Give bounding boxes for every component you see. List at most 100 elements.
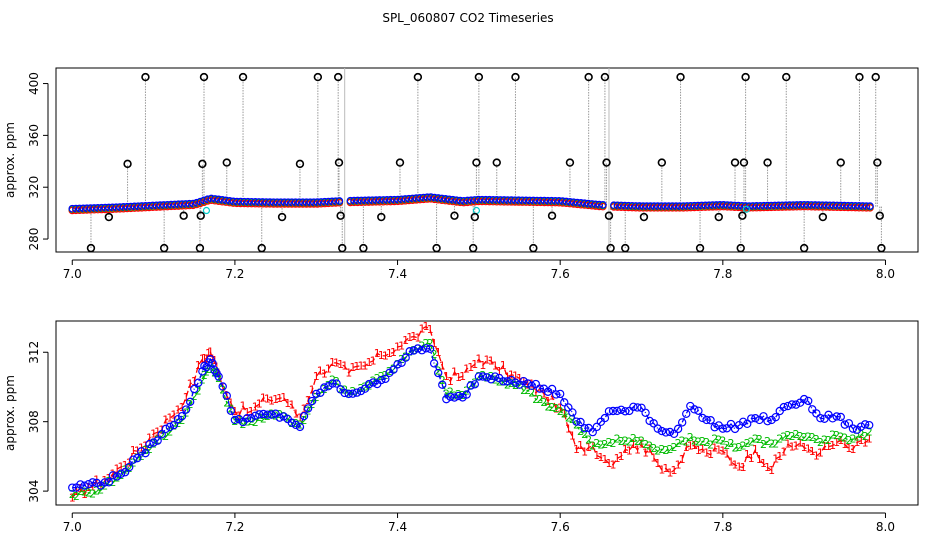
series-1-point: 1 [390, 346, 397, 359]
outlier-point [474, 72, 484, 82]
series-2-point: 2 [821, 434, 828, 447]
series-2-point: 2 [744, 437, 751, 450]
baseline-point-series3 [390, 195, 399, 204]
baseline-point-series3 [137, 202, 146, 210]
series-2-point: 2 [601, 438, 608, 451]
series-1-point: 1 [772, 452, 779, 465]
series-2-point: 2 [780, 430, 787, 443]
series-1-point: 1 [345, 367, 352, 380]
baseline-point-series3 [141, 201, 150, 210]
outlier-point [413, 72, 423, 82]
baseline-point-series3 [730, 201, 739, 210]
series-2-point: 2 [662, 444, 669, 457]
baseline-point-series3 [503, 196, 512, 204]
series-2-point: 2 [162, 430, 169, 443]
series-2-point: 2 [849, 433, 856, 446]
baseline-point-series3 [185, 199, 194, 208]
baseline-point-series3 [544, 196, 552, 205]
series-1-point: 1 [321, 367, 328, 380]
series-2-point: 2 [215, 372, 222, 385]
outlier-point [714, 212, 723, 222]
series-1-point: 1 [187, 377, 194, 390]
baseline-point-series3 [661, 202, 669, 210]
series-3-point [669, 429, 679, 439]
series-1-point: 1 [601, 453, 608, 466]
series-3-point [320, 383, 329, 392]
series-2-point: 2 [240, 418, 247, 431]
series-1-point: 1 [666, 467, 673, 480]
baseline-point-series3 [361, 196, 369, 205]
series-1-point: 1 [183, 391, 190, 404]
series-2-point: 2 [97, 484, 104, 497]
series-1-point: 1 [752, 443, 759, 456]
outlier-point [238, 72, 248, 82]
series-3-point [137, 447, 146, 456]
series-2-point: 2 [227, 402, 234, 415]
outlier-point [492, 158, 501, 167]
series-3-point [629, 402, 638, 412]
series-2-point: 2 [666, 443, 673, 456]
series-3-point [145, 439, 154, 449]
outlier-point [877, 243, 886, 253]
series-1-point: 1 [370, 354, 377, 367]
baseline-point-series3 [844, 201, 852, 210]
baseline-point-series3 [562, 197, 571, 206]
baseline-point-series3 [145, 201, 153, 210]
baseline-point-series3 [800, 200, 808, 209]
baseline-point-series3 [419, 193, 428, 202]
series-2-point: 2 [93, 484, 100, 497]
outlier-point [799, 243, 809, 253]
baseline-point-series3 [108, 203, 117, 212]
baseline-point-series3 [694, 201, 702, 210]
series-3-point [649, 419, 658, 428]
series-3-point [763, 416, 772, 426]
series-2-point: 2 [740, 440, 747, 453]
series-3-point [812, 409, 821, 418]
baseline-point-series3 [595, 200, 604, 209]
series-3-point [263, 410, 272, 419]
top-y-axis: 280 320 360 400 [27, 72, 49, 251]
series-1-point: 1 [256, 398, 263, 411]
baseline-point-series3 [83, 204, 91, 212]
baseline-point-series3 [756, 201, 765, 210]
series-3-point [307, 396, 317, 406]
series-2-point: 2 [213, 366, 220, 379]
series-2-point: 2 [825, 434, 832, 447]
baseline-point-series3 [170, 200, 179, 209]
series-2-point: 2 [423, 337, 430, 350]
series-3-point [226, 406, 236, 415]
series-3-point [312, 389, 321, 399]
series-2-point: 2 [671, 441, 678, 454]
series-2-point: 2 [732, 442, 739, 455]
series-2-point: 2 [760, 438, 767, 451]
baseline-point-series3 [580, 199, 589, 207]
series-1-point: 1 [638, 438, 645, 451]
outlier-point [730, 158, 740, 167]
baseline-point-series3 [262, 198, 271, 206]
series-3-point [157, 430, 166, 439]
baseline-point-series3 [613, 201, 622, 210]
top-y-tick-label: 280 [27, 228, 41, 251]
series-3-point [783, 401, 793, 411]
series-1-point: 1 [276, 392, 283, 405]
baseline-point-series3 [127, 202, 135, 211]
baseline-point-series3 [288, 198, 296, 206]
baseline-point-series3 [796, 201, 805, 209]
baseline-point-series3 [203, 195, 212, 203]
chart-title: SPL_060807 CO2 Timeseries [382, 11, 553, 25]
series-2-point: 2 [414, 342, 421, 355]
series-3-point [377, 375, 386, 385]
outlier-point [199, 72, 209, 82]
outlier-point [295, 159, 305, 169]
top-outlier-points [86, 72, 886, 253]
series-3-point [706, 416, 715, 425]
outlier-point [511, 72, 520, 82]
baseline-point-series3 [130, 202, 139, 211]
baseline-point-series3 [793, 201, 801, 209]
series-3-point [206, 354, 215, 364]
series-3-point [267, 410, 276, 419]
series-1-point: 1 [325, 363, 332, 376]
series-1-point: 1 [516, 372, 523, 385]
series-3-point [860, 420, 870, 429]
series-3-point [141, 448, 150, 458]
